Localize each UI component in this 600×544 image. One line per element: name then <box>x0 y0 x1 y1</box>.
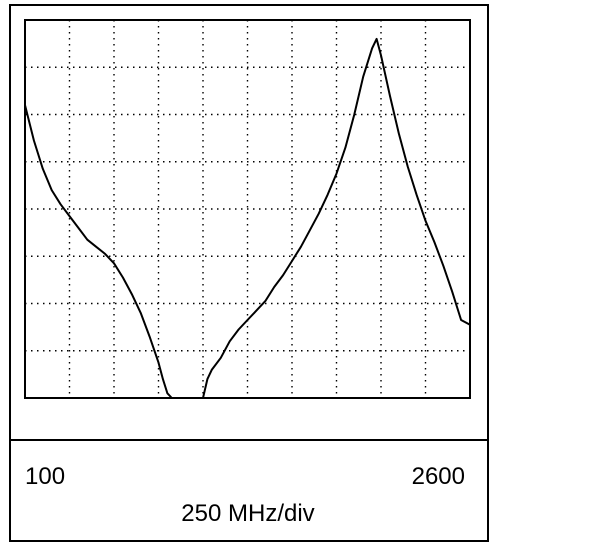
trace-line-segment-1 <box>24 104 173 399</box>
x-start-label: 100 <box>25 463 65 490</box>
trace-line-segment-2 <box>202 37 471 399</box>
x-axis-label: 250 MHz/div <box>181 500 314 527</box>
outer-frame <box>9 4 489 542</box>
x-end-label: 2600 <box>412 463 465 490</box>
plot-area-border <box>24 19 471 399</box>
trace <box>24 37 471 399</box>
graticule <box>25 20 470 398</box>
